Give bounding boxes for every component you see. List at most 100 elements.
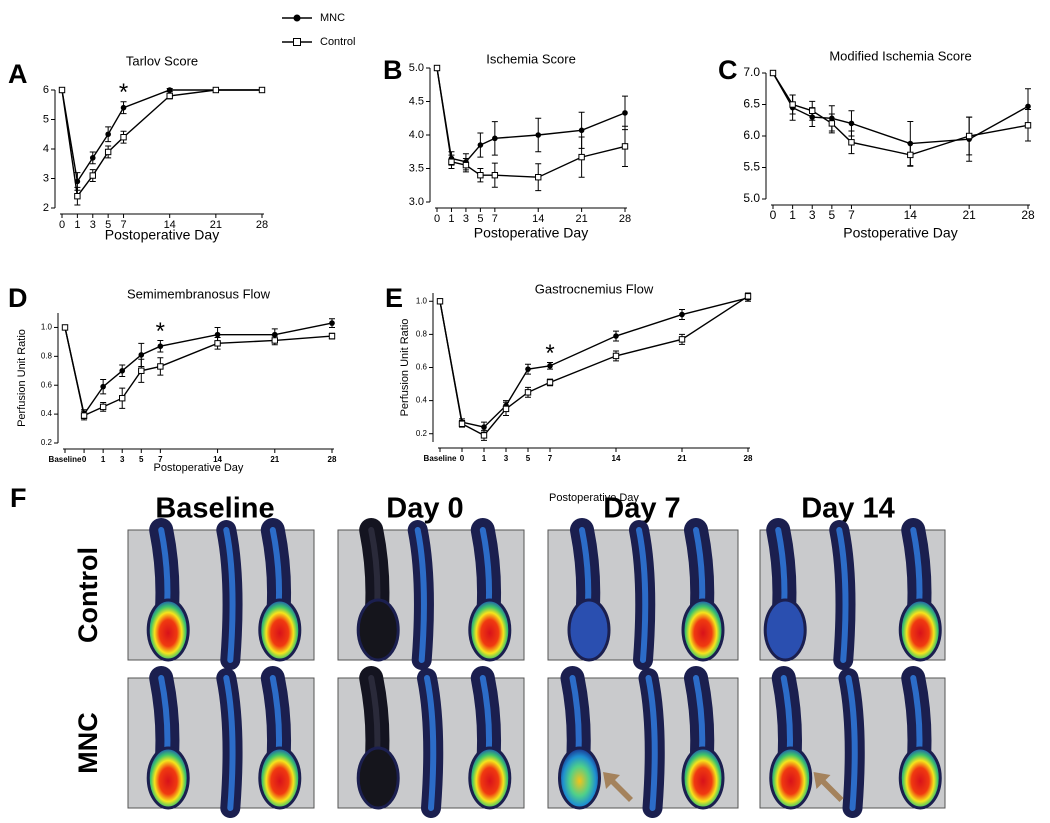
perfusion-image: [547, 666, 739, 818]
marker: [119, 395, 126, 402]
y-tick-label: 4.0: [409, 129, 424, 141]
y-tick-label: 5.5: [743, 160, 760, 174]
panel-label: E: [385, 283, 403, 313]
marker: [61, 324, 69, 331]
x-tick-label: 7: [120, 219, 126, 231]
x-tick-label: 3: [463, 213, 469, 225]
marker: [89, 155, 96, 161]
perfusion-image: [127, 518, 315, 670]
marker: [258, 86, 266, 94]
x-tick-label: 5: [139, 455, 144, 464]
marker: [907, 151, 914, 159]
marker: [848, 120, 855, 127]
x-tick-label: 21: [575, 213, 587, 225]
y-tick-label: 0.8: [416, 329, 428, 338]
x-tick-label: 28: [256, 219, 268, 231]
x-tick-label: 5: [105, 219, 111, 231]
column-header: Baseline: [155, 493, 274, 525]
x-tick-label: 1: [448, 213, 454, 225]
foot: [468, 598, 512, 662]
marker: [492, 135, 498, 142]
marker: [157, 343, 164, 350]
x-tick-label: 28: [328, 455, 337, 464]
x-tick-label: 21: [678, 454, 687, 463]
x-tick-label: 21: [962, 208, 976, 222]
marker: [477, 142, 484, 148]
marker: [166, 87, 173, 93]
marker: [679, 311, 685, 318]
y-tick-label: 5.0: [409, 62, 424, 74]
y-tick-label: 3.5: [409, 162, 424, 174]
marker: [448, 158, 455, 166]
marker: [535, 132, 542, 138]
x-tick-label: 0: [770, 208, 777, 222]
foot: [769, 746, 813, 810]
legend-label: Control: [320, 36, 355, 48]
marker: [524, 389, 532, 396]
limb-core: [836, 527, 849, 663]
x-tick-label: 0: [82, 455, 87, 464]
marker: [271, 337, 278, 344]
x-axis-label: Postoperative Day: [549, 492, 639, 504]
marker: [525, 366, 531, 372]
panel-label: D: [8, 283, 28, 313]
series-line: [439, 295, 749, 437]
marker: [481, 424, 487, 430]
x-tick-label: Baseline: [424, 454, 457, 463]
x-tick-label: 14: [904, 208, 918, 222]
perfusion-image: [337, 518, 525, 670]
x-tick-label: 5: [526, 454, 531, 463]
x-tick-label: 21: [210, 219, 222, 231]
column-header: Day 0: [386, 493, 463, 525]
x-tick-label: 1: [789, 208, 796, 222]
marker: [613, 333, 619, 339]
x-tick-label: 14: [164, 219, 176, 231]
x-tick-label: 7: [548, 454, 553, 463]
y-tick-label: 6: [43, 84, 49, 96]
x-axis-label: Postoperative Day: [154, 462, 244, 474]
marker: [769, 69, 777, 77]
foot: [681, 746, 725, 810]
y-tick-label: 0.6: [416, 363, 428, 372]
y-tick-label: 0.6: [41, 380, 53, 389]
foot: [146, 598, 190, 662]
x-tick-label: 1: [74, 219, 80, 231]
x-tick-label: 3: [809, 208, 816, 222]
marker: [612, 352, 620, 360]
y-tick-label: 0.2: [416, 429, 428, 438]
x-tick-label: 5: [829, 208, 836, 222]
foot: [356, 746, 400, 810]
chart-title: Modified Ischemia Score: [829, 48, 971, 63]
marker: [547, 363, 553, 369]
arrow: [813, 772, 844, 802]
marker: [329, 320, 335, 326]
y-tick-label: 4.5: [409, 95, 424, 107]
foot: [258, 598, 302, 662]
foot: [146, 746, 190, 810]
y-tick-label: 5.0: [743, 191, 760, 205]
panel-label: C: [718, 55, 738, 85]
x-axis-label: Postoperative Day: [843, 225, 957, 241]
x-tick-label: 0: [460, 454, 465, 463]
legend-label: MNC: [320, 12, 345, 24]
marker: [214, 340, 221, 347]
y-tick-label: 0.4: [416, 396, 428, 405]
y-tick-label: 3.0: [409, 196, 424, 208]
legend-marker: [293, 14, 301, 22]
y-tick-label: 6.0: [743, 128, 760, 142]
x-tick-label: 1: [482, 454, 487, 463]
x-tick-label: 5: [477, 213, 483, 225]
marker: [828, 120, 836, 127]
legend-marker: [293, 38, 301, 46]
marker: [502, 405, 510, 413]
perfusion-image: [759, 666, 946, 818]
foot: [468, 746, 512, 810]
marker: [678, 336, 686, 343]
row-header: MNC: [73, 712, 103, 774]
marker: [138, 352, 145, 358]
series-line: [61, 89, 262, 198]
marker: [120, 104, 127, 111]
marker: [477, 172, 484, 179]
x-tick-label: 3: [90, 219, 96, 231]
